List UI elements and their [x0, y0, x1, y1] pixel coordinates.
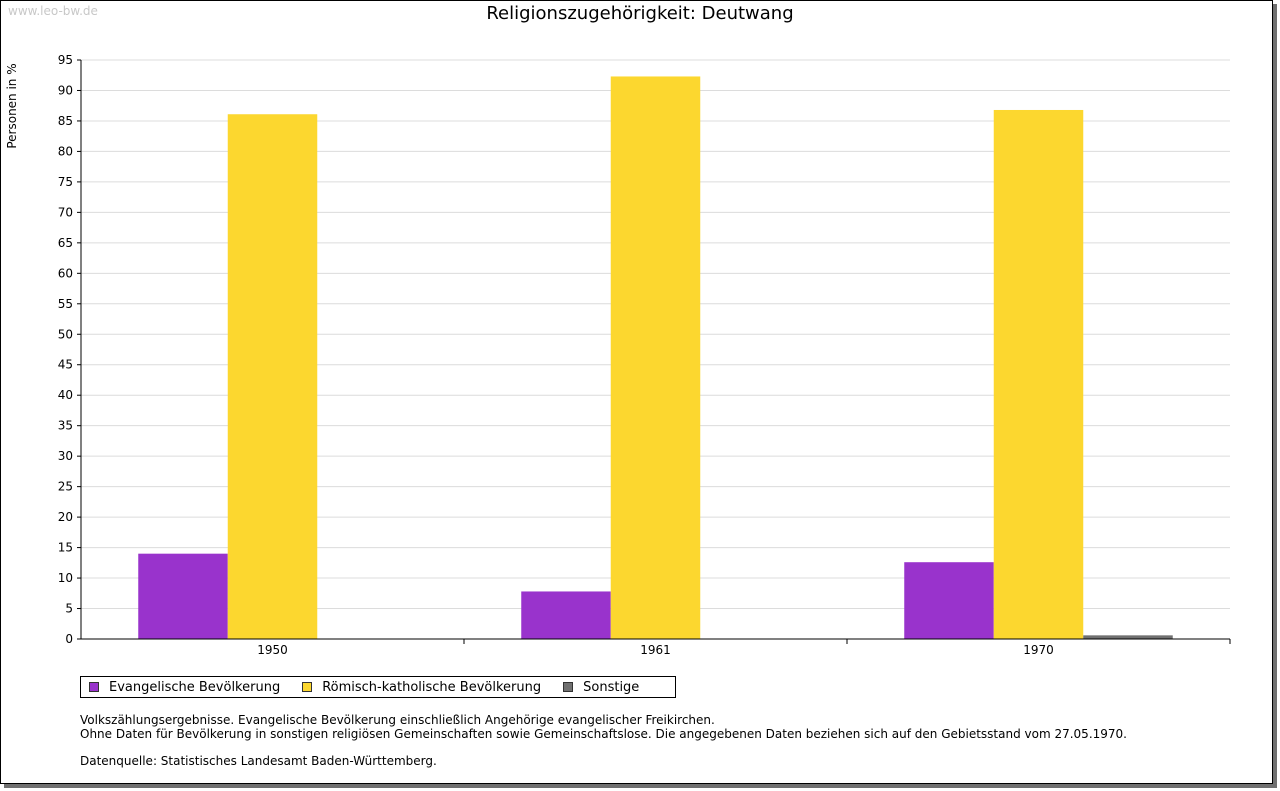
legend-item-sonstige: Sonstige	[563, 680, 639, 695]
note-line-2: Ohne Daten für Bevölkerung in sonstigen …	[80, 727, 1127, 741]
bar-römisch-katholische-1961	[610, 76, 701, 639]
y-tick-label: 30	[58, 449, 73, 463]
legend-swatch-sonstige	[563, 682, 574, 692]
y-tick-label: 45	[58, 358, 73, 372]
chart-title: Religionszugehörigkeit: Deutwang	[486, 3, 794, 24]
legend-label-sonstige: Sonstige	[583, 679, 640, 695]
y-tick-label: 65	[58, 236, 73, 250]
y-tick-label: 90	[58, 83, 73, 97]
y-tick-label: 20	[58, 510, 73, 524]
y-tick-label: 95	[58, 53, 73, 67]
legend-item-katholisch: Römisch-katholische Bevölkerung	[302, 680, 541, 695]
y-tick-label: 35	[58, 419, 73, 433]
bar-evangelische-1950	[138, 553, 228, 639]
x-tick-label: 1961	[640, 643, 671, 657]
note-line-1: Volkszählungsergebnisse. Evangelische Be…	[80, 713, 715, 727]
y-tick-label: 75	[58, 175, 73, 189]
data-source: Datenquelle: Statistisches Landesamt Bad…	[80, 754, 437, 768]
legend: Evangelische Bevölkerung Römisch-katholi…	[80, 676, 676, 698]
chart-notes: Volkszählungsergebnisse. Evangelische Be…	[80, 713, 1127, 768]
y-tick-label: 0	[65, 632, 73, 646]
y-tick-label: 10	[58, 571, 73, 585]
y-tick-label: 25	[58, 480, 73, 494]
y-tick-label: 55	[58, 297, 73, 311]
watermark: www.leo-bw.de	[8, 4, 98, 18]
legend-label-katholisch: Römisch-katholische Bevölkerung	[322, 679, 542, 695]
legend-item-evangelisch: Evangelische Bevölkerung	[89, 680, 280, 695]
y-tick-label: 85	[58, 114, 73, 128]
legend-label-evangelisch: Evangelische Bevölkerung	[109, 679, 281, 695]
x-tick-label: 1970	[1023, 643, 1054, 657]
y-tick-label: 5	[65, 602, 73, 616]
bar-römisch-katholische-1950	[227, 114, 318, 639]
x-tick-label: 1950	[257, 643, 288, 657]
y-tick-label: 40	[58, 388, 73, 402]
bar-römisch-katholische-1970	[993, 109, 1084, 639]
y-tick-label: 70	[58, 205, 73, 219]
bar-evangelische-1961	[521, 591, 611, 639]
y-tick-label: 80	[58, 144, 73, 158]
legend-swatch-evangelisch	[89, 682, 99, 692]
bar-sonstige-1970	[1083, 635, 1173, 639]
y-tick-label: 15	[58, 541, 73, 555]
y-tick-label: 50	[58, 327, 73, 341]
legend-swatch-katholisch	[302, 682, 313, 692]
y-tick-label: 60	[58, 266, 73, 280]
bar-evangelische-1970	[904, 562, 994, 639]
